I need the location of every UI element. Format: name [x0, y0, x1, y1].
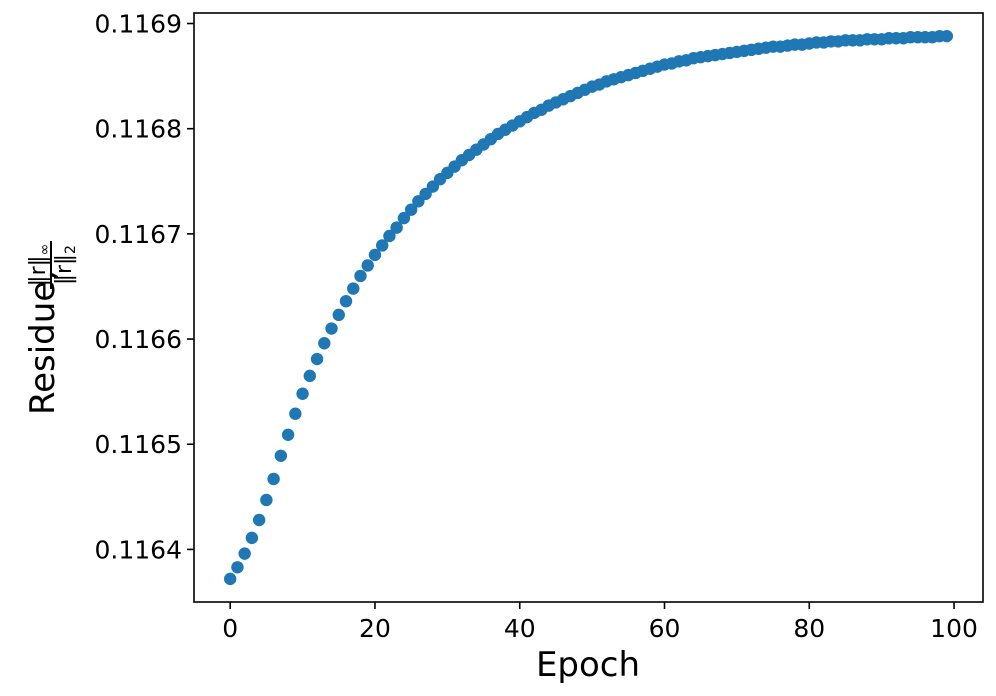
numerator-sub: ∞ — [37, 244, 53, 256]
x-tick-label: 60 — [649, 614, 681, 643]
data-point — [347, 282, 360, 295]
y-axis-title: Residue, ‖r‖∞ ‖r‖2 — [23, 241, 79, 415]
data-point — [354, 269, 367, 283]
data-point — [267, 472, 280, 486]
y-tick-label: 0.1169 — [95, 10, 182, 39]
data-point — [252, 513, 266, 527]
y-tick-label: 0.1165 — [95, 430, 182, 459]
y-tick-label: 0.1166 — [95, 325, 182, 354]
data-points — [223, 29, 954, 586]
y-tick-label: 0.1164 — [95, 535, 182, 564]
data-point — [238, 547, 251, 560]
data-point — [296, 387, 309, 400]
data-point — [274, 449, 288, 463]
data-point — [318, 337, 331, 350]
data-point — [303, 369, 317, 383]
data-point — [245, 531, 259, 545]
data-point — [368, 248, 382, 262]
data-point — [289, 407, 302, 420]
x-tick-label: 0 — [222, 614, 238, 643]
x-tick-label: 100 — [930, 614, 978, 643]
x-axis-ticks: 0 20 40 60 80 100 — [222, 602, 978, 643]
y-tick-label: 0.1168 — [95, 115, 182, 144]
y-axis-title-text: Residue, — [23, 270, 63, 415]
data-point — [390, 221, 403, 234]
data-point — [332, 308, 345, 322]
data-point — [223, 572, 237, 586]
data-point — [940, 29, 954, 43]
numerator-norm: ‖r‖ — [26, 255, 51, 286]
x-tick-label: 40 — [504, 614, 536, 643]
data-point — [281, 428, 295, 441]
data-point — [404, 203, 418, 216]
plot-frame — [193, 12, 984, 603]
denominator-sub: 2 — [63, 245, 79, 254]
data-point — [383, 229, 396, 243]
x-axis-title: Epoch — [536, 645, 640, 685]
y-axis-title-fraction: ‖r‖∞ ‖r‖2 — [26, 241, 79, 289]
x-tick-label: 80 — [793, 614, 825, 643]
data-point — [376, 239, 389, 252]
data-point — [231, 561, 244, 574]
data-point — [397, 211, 411, 225]
denominator-norm: ‖r‖ — [52, 254, 77, 285]
y-axis-title-numerator: ‖r‖∞ — [26, 244, 53, 287]
y-axis-title-denominator: ‖r‖2 — [52, 245, 79, 285]
data-point — [361, 259, 374, 272]
x-tick-label: 20 — [359, 614, 391, 643]
data-point — [260, 493, 273, 507]
data-point — [339, 294, 353, 308]
data-point — [310, 352, 324, 366]
y-tick-label: 0.1167 — [95, 220, 182, 249]
y-axis-ticks: 0.1164 0.1165 0.1166 0.1167 0.1168 0.1169 — [95, 10, 194, 564]
data-point — [325, 322, 338, 335]
